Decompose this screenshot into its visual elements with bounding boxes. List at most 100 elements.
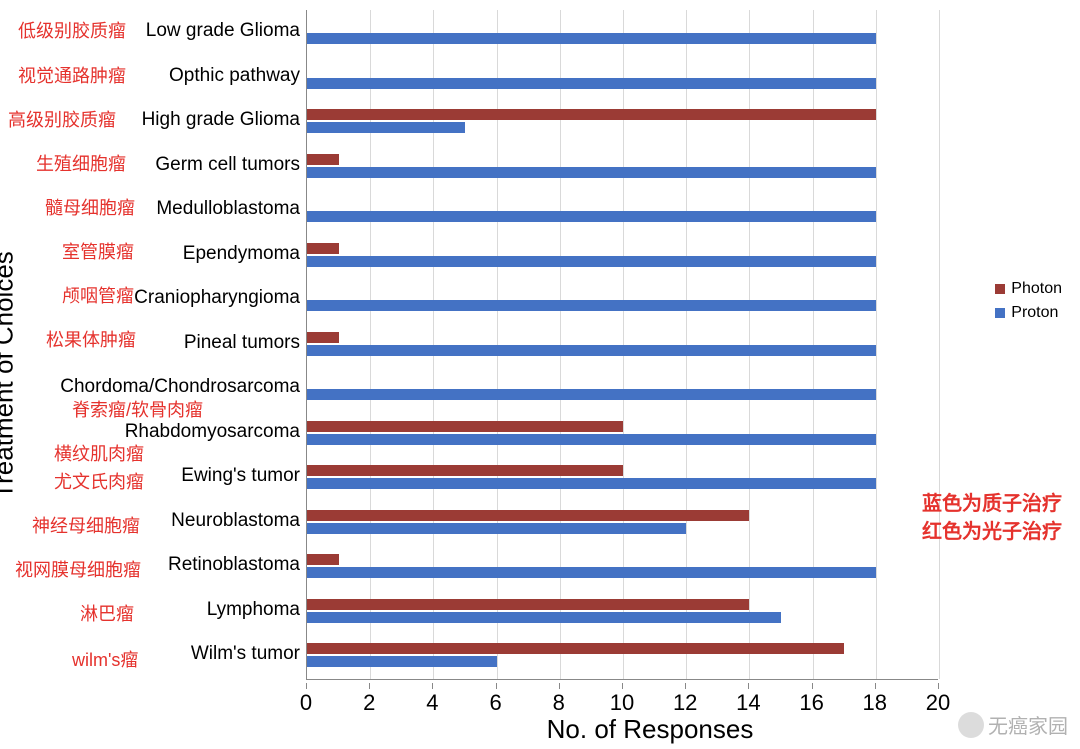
category-label-cn: 视觉通路肿瘤 bbox=[18, 62, 126, 88]
bar-photon bbox=[307, 243, 339, 254]
x-tick bbox=[369, 683, 370, 689]
category-group bbox=[307, 233, 938, 278]
category-label-en: Opthic pathway bbox=[169, 65, 300, 87]
category-label-en: Craniopharyngioma bbox=[134, 287, 300, 309]
category-group bbox=[307, 188, 938, 233]
y-axis-title: Treatment of Choices bbox=[0, 251, 20, 499]
category-group bbox=[307, 500, 938, 545]
category-group bbox=[307, 277, 938, 322]
legend-label: Photon bbox=[1011, 280, 1062, 298]
bar-photon bbox=[307, 599, 749, 610]
category-label-cn: 髓母细胞瘤 bbox=[45, 194, 135, 220]
legend-swatch bbox=[995, 308, 1005, 318]
x-tick bbox=[622, 683, 623, 689]
bar-photon bbox=[307, 554, 339, 565]
category-group bbox=[307, 633, 938, 678]
x-tick bbox=[559, 683, 560, 689]
category-label-en: Chordoma/Chondrosarcoma bbox=[60, 376, 300, 398]
category-label-cn: 脊索瘤/软骨肉瘤 bbox=[72, 396, 203, 422]
bar-proton bbox=[307, 523, 686, 534]
bar-proton bbox=[307, 78, 876, 89]
bar-proton bbox=[307, 300, 876, 311]
bar-proton bbox=[307, 612, 781, 623]
category-label-en: Lymphoma bbox=[207, 599, 300, 621]
bar-proton bbox=[307, 211, 876, 222]
gridline bbox=[939, 10, 940, 679]
category-label-cn: 高级别胶质瘤 bbox=[8, 106, 116, 132]
watermark-icon bbox=[958, 712, 984, 738]
x-tick bbox=[748, 683, 749, 689]
category-label-cn: 尤文氏肉瘤 bbox=[54, 468, 144, 494]
bar-photon bbox=[307, 465, 623, 476]
x-tick-label: 0 bbox=[300, 690, 312, 716]
category-group bbox=[307, 144, 938, 189]
bar-proton bbox=[307, 167, 876, 178]
category-label-cn: 视网膜母细胞瘤 bbox=[15, 556, 141, 582]
bar-proton bbox=[307, 33, 876, 44]
bar-photon bbox=[307, 421, 623, 432]
x-tick bbox=[685, 683, 686, 689]
bar-photon bbox=[307, 109, 876, 120]
x-tick bbox=[875, 683, 876, 689]
bar-proton bbox=[307, 256, 876, 267]
legend-swatch bbox=[995, 284, 1005, 294]
bar-proton bbox=[307, 389, 876, 400]
category-label-en: Neuroblastoma bbox=[171, 510, 300, 532]
legend-label: Proton bbox=[1011, 304, 1058, 322]
category-group bbox=[307, 99, 938, 144]
category-label-cn: wilm's瘤 bbox=[72, 646, 138, 672]
category-label-cn: 淋巴瘤 bbox=[80, 600, 134, 626]
bar-proton bbox=[307, 567, 876, 578]
bar-photon bbox=[307, 154, 339, 165]
x-tick bbox=[496, 683, 497, 689]
category-group bbox=[307, 55, 938, 100]
category-group bbox=[307, 455, 938, 500]
category-label-cn: 颅咽管瘤 bbox=[62, 282, 134, 308]
category-label-en: High grade Glioma bbox=[142, 109, 300, 131]
x-tick bbox=[938, 683, 939, 689]
category-label-en: Germ cell tumors bbox=[155, 154, 300, 176]
annotation-line: 蓝色为质子治疗 bbox=[922, 490, 1062, 518]
x-tick-label: 2 bbox=[363, 690, 375, 716]
category-label-en: Low grade Glioma bbox=[146, 20, 300, 42]
x-tick-label: 12 bbox=[673, 690, 697, 716]
category-label-en: Pineal tumors bbox=[184, 332, 300, 354]
category-label-en: Ependymoma bbox=[183, 243, 300, 265]
x-tick bbox=[432, 683, 433, 689]
category-label-cn: 横纹肌肉瘤 bbox=[54, 440, 144, 466]
bar-proton bbox=[307, 656, 497, 667]
legend-item: Proton bbox=[995, 304, 1062, 322]
category-label-en: Ewing's tumor bbox=[181, 465, 300, 487]
category-group bbox=[307, 366, 938, 411]
bar-proton bbox=[307, 122, 465, 133]
x-tick bbox=[306, 683, 307, 689]
category-label-cn: 神经母细胞瘤 bbox=[32, 512, 140, 538]
x-tick-label: 14 bbox=[736, 690, 760, 716]
category-group bbox=[307, 322, 938, 367]
bar-proton bbox=[307, 434, 876, 445]
bar-photon bbox=[307, 643, 844, 654]
category-group bbox=[307, 10, 938, 55]
bar-proton bbox=[307, 345, 876, 356]
x-tick-label: 4 bbox=[426, 690, 438, 716]
annotation-text: 蓝色为质子治疗红色为光子治疗 bbox=[922, 490, 1062, 546]
x-axis-title: No. of Responses bbox=[110, 714, 1080, 745]
category-label-cn: 生殖细胞瘤 bbox=[36, 150, 126, 176]
x-tick-label: 8 bbox=[553, 690, 565, 716]
category-label-en: Wilm's tumor bbox=[191, 643, 300, 665]
x-tick bbox=[812, 683, 813, 689]
category-label-en: Rhabdomyosarcoma bbox=[125, 421, 300, 443]
chart-container: Treatment of Choices 低级别胶质瘤视觉通路肿瘤高级别胶质瘤生… bbox=[0, 0, 1080, 749]
category-label-cn: 室管膜瘤 bbox=[62, 238, 134, 264]
category-label-en: Retinoblastoma bbox=[168, 554, 300, 576]
x-tick-label: 6 bbox=[489, 690, 501, 716]
x-tick-label: 10 bbox=[610, 690, 634, 716]
x-tick-label: 18 bbox=[863, 690, 887, 716]
bar-proton bbox=[307, 478, 876, 489]
legend-item: Photon bbox=[995, 280, 1062, 298]
category-group bbox=[307, 411, 938, 456]
category-group bbox=[307, 544, 938, 589]
category-label-cn: 低级别胶质瘤 bbox=[18, 17, 126, 43]
watermark: 无癌家园 bbox=[958, 710, 1068, 739]
annotation-line: 红色为光子治疗 bbox=[922, 518, 1062, 546]
